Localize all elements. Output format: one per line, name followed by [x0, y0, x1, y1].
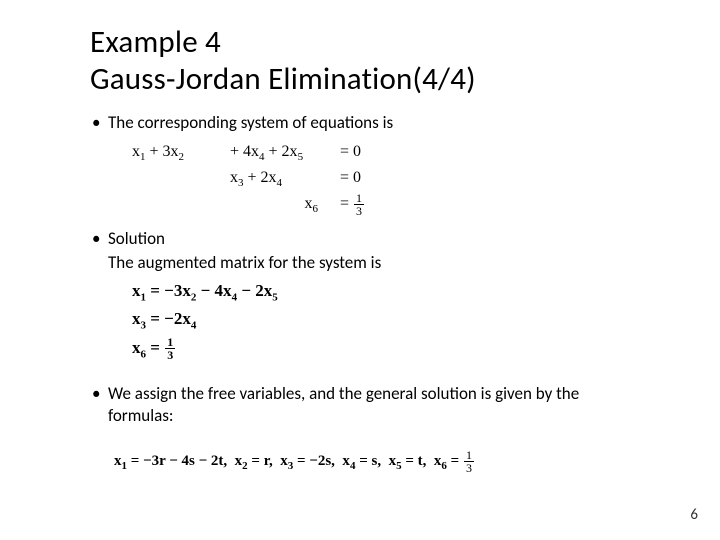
- sol-line-1: x1 = −3x2 − 4x4 − 2x5: [132, 278, 630, 306]
- eq-r3-c2: x6: [230, 192, 340, 218]
- bullet-3: • We assign the free variables, and the …: [90, 383, 630, 427]
- sol-line-3: x6 = 13: [132, 335, 630, 363]
- sol-line-2: x3 = −2x4: [132, 306, 630, 334]
- equation-system: x1 + 3x2 + 4x4 + 2x5 = 0 x3 + 2x4 = 0 x6…: [132, 140, 630, 217]
- eq-r1-c1: x1 + 3x2: [132, 140, 230, 166]
- bullet-2: • Solution: [90, 228, 630, 250]
- bullet-1-text: The corresponding system of equations is: [108, 112, 630, 134]
- eq-r2-c3: = 0: [340, 166, 390, 190]
- page-number: 6: [690, 506, 698, 524]
- general-solution: x1 = −3r − 4s − 2t, x2 = r, x3 = −2s, x4…: [114, 449, 630, 474]
- solution-block: x1 = −3x2 − 4x4 − 2x5 x3 = −2x4 x6 = 13: [132, 278, 630, 363]
- eq-r3-c3: = 13: [340, 192, 390, 217]
- eq-row-2: x3 + 2x4 = 0: [132, 166, 630, 192]
- slide: Example 4 Gauss-Jordan Elimination(4/4) …: [0, 0, 720, 474]
- bullet-1: • The corresponding system of equations …: [90, 112, 630, 134]
- title-line-2: Gauss-Jordan Elimination(4/4): [90, 60, 476, 98]
- bullet-3-text: We assign the free variables, and the ge…: [108, 383, 630, 427]
- title-line-1: Example 4: [90, 23, 221, 61]
- eq-row-3: x6 = 13: [132, 192, 630, 218]
- bullet-dot-icon: •: [90, 228, 108, 250]
- bullet-2-subtext: The augmented matrix for the system is: [108, 252, 630, 274]
- eq-r1-c3: = 0: [340, 140, 390, 164]
- eq-r1-c2: + 4x4 + 2x5: [230, 140, 340, 166]
- slide-title: Example 4 Gauss-Jordan Elimination(4/4): [90, 24, 630, 98]
- eq-row-1: x1 + 3x2 + 4x4 + 2x5 = 0: [132, 140, 630, 166]
- eq-r2-c2: x3 + 2x4: [230, 166, 340, 192]
- bullet-dot-icon: •: [90, 112, 108, 134]
- bullet-dot-icon: •: [90, 383, 108, 405]
- bullet-2-text: Solution: [108, 228, 630, 250]
